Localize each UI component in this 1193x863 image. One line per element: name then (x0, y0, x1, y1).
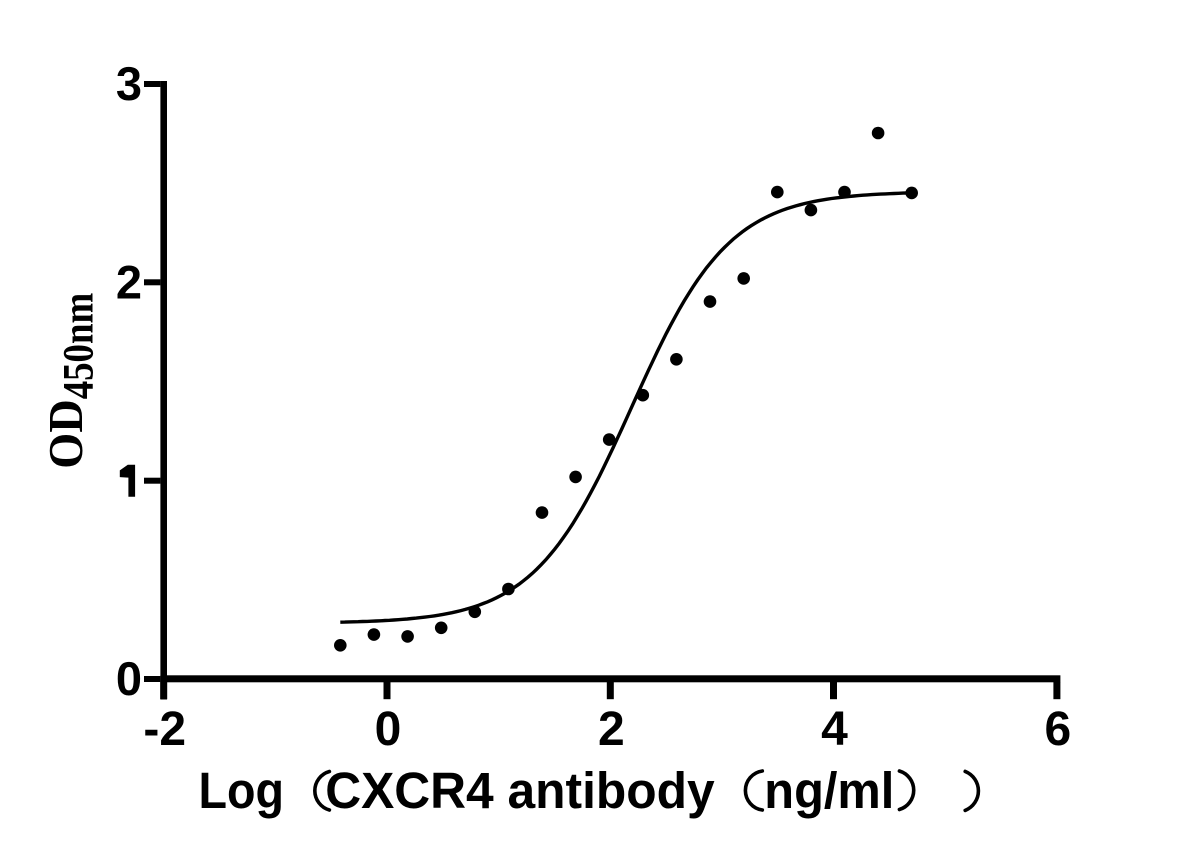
svg-text:CXCR4 antibody: CXCR4 antibody (325, 762, 715, 819)
svg-text:4: 4 (821, 703, 848, 756)
svg-text:Log: Log (199, 762, 285, 819)
svg-text:2: 2 (116, 255, 142, 308)
svg-text:0: 0 (116, 652, 142, 705)
svg-text:3: 3 (116, 57, 142, 110)
svg-text:2: 2 (598, 703, 625, 756)
svg-text:ng/ml: ng/ml (764, 762, 894, 819)
svg-text:OD450nm: OD450nm (38, 293, 103, 469)
svg-text:-2: -2 (143, 703, 186, 756)
svg-text:6: 6 (1045, 703, 1072, 756)
svg-text:0: 0 (375, 703, 402, 756)
